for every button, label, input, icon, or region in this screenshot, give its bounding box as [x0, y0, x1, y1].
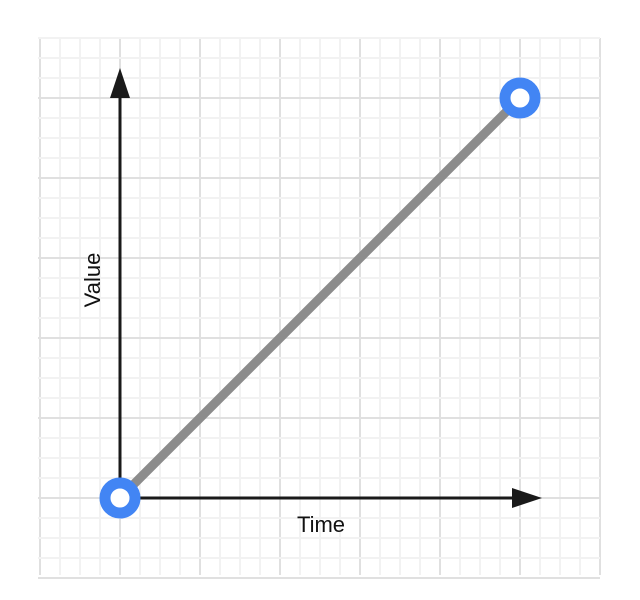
x-axis-arrow-icon — [512, 488, 542, 508]
series — [99, 77, 541, 519]
data-point — [99, 477, 141, 519]
x-axis-label: Time — [297, 512, 345, 537]
y-axis-arrow-icon — [110, 68, 130, 98]
data-point — [499, 77, 541, 119]
grid — [38, 37, 601, 579]
series-line — [116, 94, 524, 502]
y-axis-label: Value — [80, 253, 105, 308]
